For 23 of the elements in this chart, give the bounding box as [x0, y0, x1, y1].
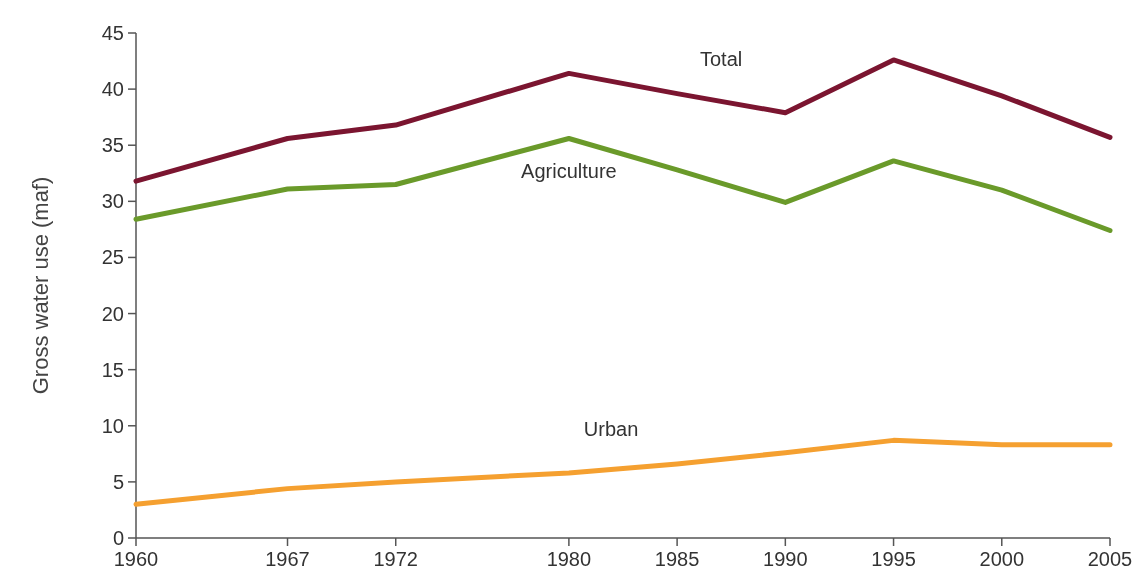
y-tick-label: 20	[101, 302, 124, 325]
y-tick-label: 45	[101, 22, 124, 44]
series-label: Agriculture	[521, 160, 617, 183]
series-label: Urban	[583, 417, 639, 440]
x-tick-label: 2000	[979, 548, 1025, 570]
y-tick-label: 30	[101, 190, 124, 213]
y-tick-label: 40	[101, 78, 124, 101]
x-tick-label: 1980	[546, 548, 592, 570]
y-axis-title: Gross water use (maf)	[28, 176, 53, 395]
series-label: Total	[699, 47, 743, 70]
x-tick-label: 1960	[113, 548, 159, 570]
y-tick-label: 25	[101, 246, 124, 269]
x-tick-label: 2005	[1087, 548, 1133, 570]
y-tick-label: 35	[101, 134, 124, 157]
y-tick-label: 5	[112, 470, 124, 493]
x-tick-label: 1995	[871, 548, 916, 570]
x-tick-label: 1985	[654, 548, 700, 570]
y-tick-label: 0	[112, 527, 124, 549]
x-tick-label: 1972	[373, 548, 418, 570]
x-tick-label: 1967	[265, 548, 310, 570]
y-tick-label: 15	[101, 358, 124, 381]
y-tick-label: 10	[101, 414, 124, 437]
x-tick-label: 1990	[763, 548, 808, 570]
